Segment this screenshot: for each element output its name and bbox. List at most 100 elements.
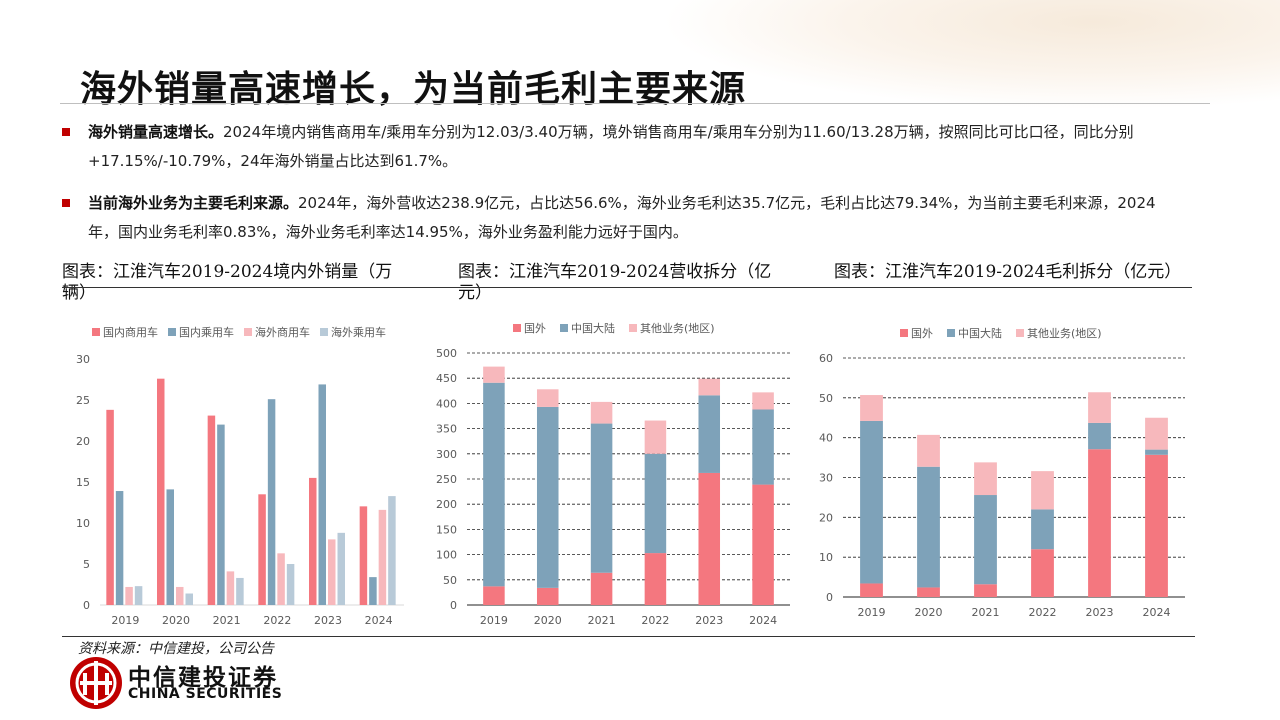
bar-segment — [1031, 549, 1054, 597]
bar-segment — [1145, 449, 1168, 455]
source-note: 资料来源：中信建投，公司公告 — [78, 641, 274, 657]
y-tick-label: 40 — [819, 432, 833, 445]
bar — [359, 506, 368, 605]
y-tick-label: 50 — [443, 574, 457, 587]
chart-title-gross-profit: 图表：江淮汽车2019-2024毛利拆分（亿元） — [834, 262, 1181, 283]
chart-title-revenue: 图表：江淮汽车2019-2024营收拆分（亿 元） — [458, 262, 771, 304]
x-tick-label: 2019 — [111, 614, 139, 627]
gross-profit-chart: 国外 中国大陆 其他业务(地区) 0 10 20 30 40 50 60 2019 2020 2021 2… — [819, 326, 1185, 619]
x-tick-label: 2021 — [972, 606, 1000, 619]
y-tick-label: 20 — [819, 511, 833, 524]
y-tick-label: 60 — [819, 352, 833, 365]
legend-label: 国内商用车 — [103, 325, 158, 339]
x-tick-label: 2021 — [213, 614, 241, 627]
bullet-square-icon — [62, 199, 70, 207]
bar — [166, 489, 174, 605]
bar-segment — [536, 587, 559, 605]
bar-segment — [752, 484, 774, 605]
bar-segment — [752, 392, 774, 410]
bar-segment — [974, 584, 997, 597]
y-tick-label: 150 — [436, 523, 457, 536]
bar — [185, 593, 193, 605]
legend-label: 中国大陆 — [958, 326, 1002, 340]
bullet-text: 2024年境内销售商用车/乘用车分别为12.03/3.40万辆，境外销售商用车/… — [223, 123, 1134, 141]
bar — [286, 564, 295, 605]
bar — [267, 399, 276, 605]
sales-chart: 国内商用车 国内乘用车 海外商用车 海外乘用车 0 5 10 15 20 25 30 2019 2020… — [76, 325, 404, 627]
bar-segment — [644, 553, 667, 605]
bar-segment — [917, 434, 940, 467]
chart-title-line: 图表：江淮汽车2019-2024营收拆分（亿 — [458, 262, 772, 282]
y-tick-label: 250 — [436, 473, 457, 486]
bullet-text-continued: +17.15%/-10.79%，24年海外销量占比达到61.7%。 — [88, 152, 458, 170]
bar-segment — [860, 420, 883, 584]
bullet-heading: 当前海外业务为主要毛利来源。 — [88, 194, 299, 212]
bar — [328, 539, 336, 605]
bar — [217, 424, 225, 605]
y-tick-label: 10 — [76, 517, 90, 530]
legend-label: 其他业务(地区) — [1027, 327, 1102, 340]
title-divider — [60, 103, 1210, 104]
bar — [157, 378, 165, 605]
bar — [337, 532, 345, 605]
bullet-line: 当前海外业务为主要毛利来源。2024年，海外营收达238.9亿元，占比达56.6… — [88, 189, 1202, 218]
bar-segment — [590, 401, 613, 424]
x-tick-label: 2023 — [1086, 606, 1114, 619]
chart-title-line: 图表：江淮汽车2019-2024毛利拆分（亿元） — [834, 262, 1182, 282]
page-title: 海外销量高速增长，为当前毛利主要来源 — [80, 69, 747, 110]
bar — [134, 586, 143, 605]
y-tick-label: 15 — [76, 476, 90, 489]
bar-segment — [536, 406, 559, 588]
bullet-text: 2024年，海外营收达238.9亿元，占比达56.6%，海外业务毛利达35.7亿… — [298, 194, 1156, 212]
revenue-chart: 国外 中国大陆 其他业务(地区) 0 50 100 150 200 250 300 350 400 45… — [436, 321, 790, 627]
bar-segment — [1145, 454, 1168, 597]
x-tick-label: 2023 — [314, 614, 342, 627]
bar — [309, 477, 317, 605]
y-tick-label: 10 — [819, 551, 833, 564]
bar-segment — [1088, 422, 1111, 450]
bar-segment — [860, 395, 883, 421]
legend-swatch — [513, 324, 521, 332]
bullet-text-continued: 年，国内业务毛利率0.83%，海外业务毛利率达14.95%，海外业务盈利能力远好… — [88, 223, 688, 241]
brand-name-cn: 中信建投证券 — [128, 665, 278, 691]
bar-segment — [1088, 392, 1111, 423]
bullet-overseas-sales: 海外销量高速增长。2024年境内销售商用车/乘用车分别为12.03/3.40万辆… — [62, 118, 1202, 176]
bar — [388, 496, 396, 605]
x-tick-label: 2019 — [480, 614, 508, 627]
bar-segment — [483, 366, 505, 383]
bar-segment — [974, 462, 997, 496]
x-tick-label: 2022 — [1029, 606, 1057, 619]
header-decoration — [660, 0, 1280, 110]
chart-title-line: 图表：江淮汽车2019-2024境内外销量（万 — [62, 262, 393, 282]
x-tick-label: 2020 — [915, 606, 943, 619]
y-tick-label: 300 — [436, 448, 457, 461]
y-tick-label: 30 — [76, 353, 90, 366]
y-tick-label: 50 — [819, 392, 833, 405]
bar — [318, 384, 326, 605]
bar-segment — [1088, 449, 1111, 597]
legend-label: 国外 — [911, 327, 933, 340]
bar-segment — [644, 453, 667, 554]
chart-title-line: 辆） — [62, 283, 96, 303]
x-tick-label: 2024 — [1143, 606, 1171, 619]
x-tick-label: 2021 — [588, 614, 616, 627]
y-tick-label: 400 — [436, 397, 457, 410]
legend-label: 中国大陆 — [571, 321, 615, 335]
legend-swatch — [1016, 329, 1024, 337]
legend-swatch — [947, 329, 955, 337]
y-tick-label: 100 — [436, 549, 457, 562]
legend-swatch — [900, 329, 908, 337]
bar-segment — [483, 586, 505, 605]
footer-divider — [62, 636, 1195, 637]
x-tick-label: 2020 — [534, 614, 562, 627]
bar-segment — [698, 472, 721, 605]
legend-swatch — [92, 328, 100, 336]
legend-label: 国内乘用车 — [179, 325, 234, 339]
y-tick-label: 5 — [83, 558, 90, 571]
y-tick-label: 0 — [826, 591, 833, 604]
bullet-square-icon — [62, 128, 70, 136]
bar-segment — [1031, 471, 1054, 510]
bar-segment — [917, 466, 940, 588]
legend-swatch — [629, 324, 637, 332]
y-tick-label: 30 — [819, 472, 833, 485]
